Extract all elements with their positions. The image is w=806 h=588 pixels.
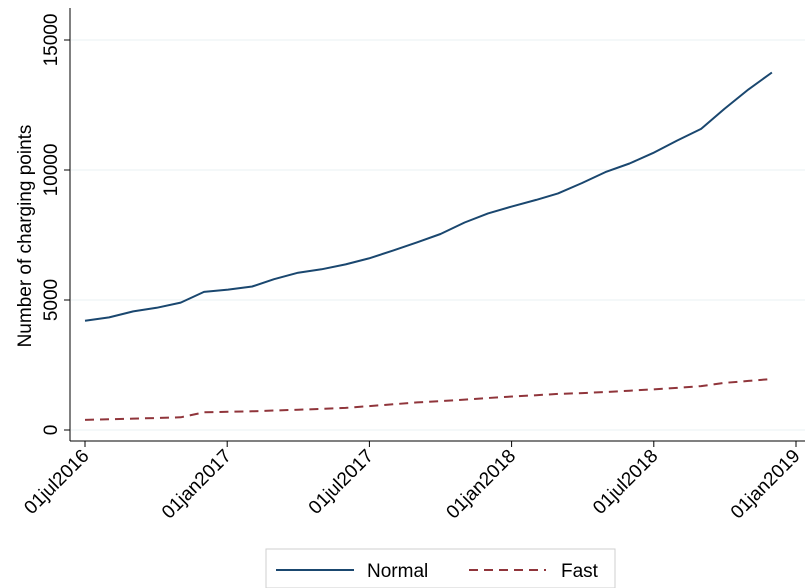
gridlines: [71, 39, 805, 431]
series-line-fast: [84, 378, 772, 421]
y-tick-label: 10000: [41, 144, 62, 197]
y-tick-label: 5000: [41, 279, 62, 321]
x-tick-label: 01jul2018: [589, 446, 662, 519]
y-axis: 0 5000 10000 15000: [41, 8, 71, 441]
y-axis-title: Number of charging points: [15, 125, 36, 348]
x-tick-label: 01jul2017: [305, 446, 378, 519]
x-tick-label: 01jul2016: [20, 446, 93, 519]
legend-label-fast: Fast: [561, 561, 599, 582]
x-tick-label: 01jan2018: [443, 446, 521, 524]
legend: Normal Fast: [265, 548, 616, 588]
series-line-normal: [84, 71, 773, 322]
y-tick-label: 15000: [41, 14, 62, 67]
x-tick-label: 01jan2017: [158, 446, 236, 524]
x-axis: 01jul2016 01jan2017 01jul2017 01jan2018 01ju…: [20, 440, 805, 524]
legend-label-normal: Normal: [367, 561, 428, 582]
series-layer: [84, 71, 773, 421]
legend-box: [265, 548, 616, 588]
x-tick-label: 01jan2019: [727, 446, 805, 524]
y-tick-label: 0: [41, 425, 62, 436]
